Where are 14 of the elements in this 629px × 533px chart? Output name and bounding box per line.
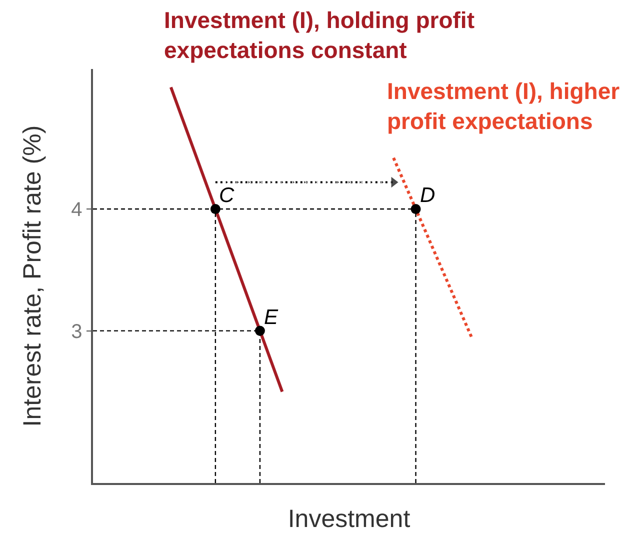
data-label: D (420, 184, 436, 207)
x-axis-title: Investment (288, 505, 410, 533)
line-series (169, 86, 284, 394)
data-label: E (264, 306, 279, 329)
line-series (392, 156, 473, 338)
data-label: C (219, 184, 235, 207)
point (210, 204, 220, 214)
y-tick-label: 3 (71, 320, 82, 343)
series-label: Investment (I), holding profit expectations constant (164, 7, 475, 63)
point (254, 326, 265, 336)
series-label: Investment (I), higher profit expectations (387, 78, 620, 134)
y-axis-title: Interest rate, Profit rate (%) (18, 125, 46, 427)
y-tick-label: 4 (71, 199, 82, 222)
point (410, 204, 421, 214)
